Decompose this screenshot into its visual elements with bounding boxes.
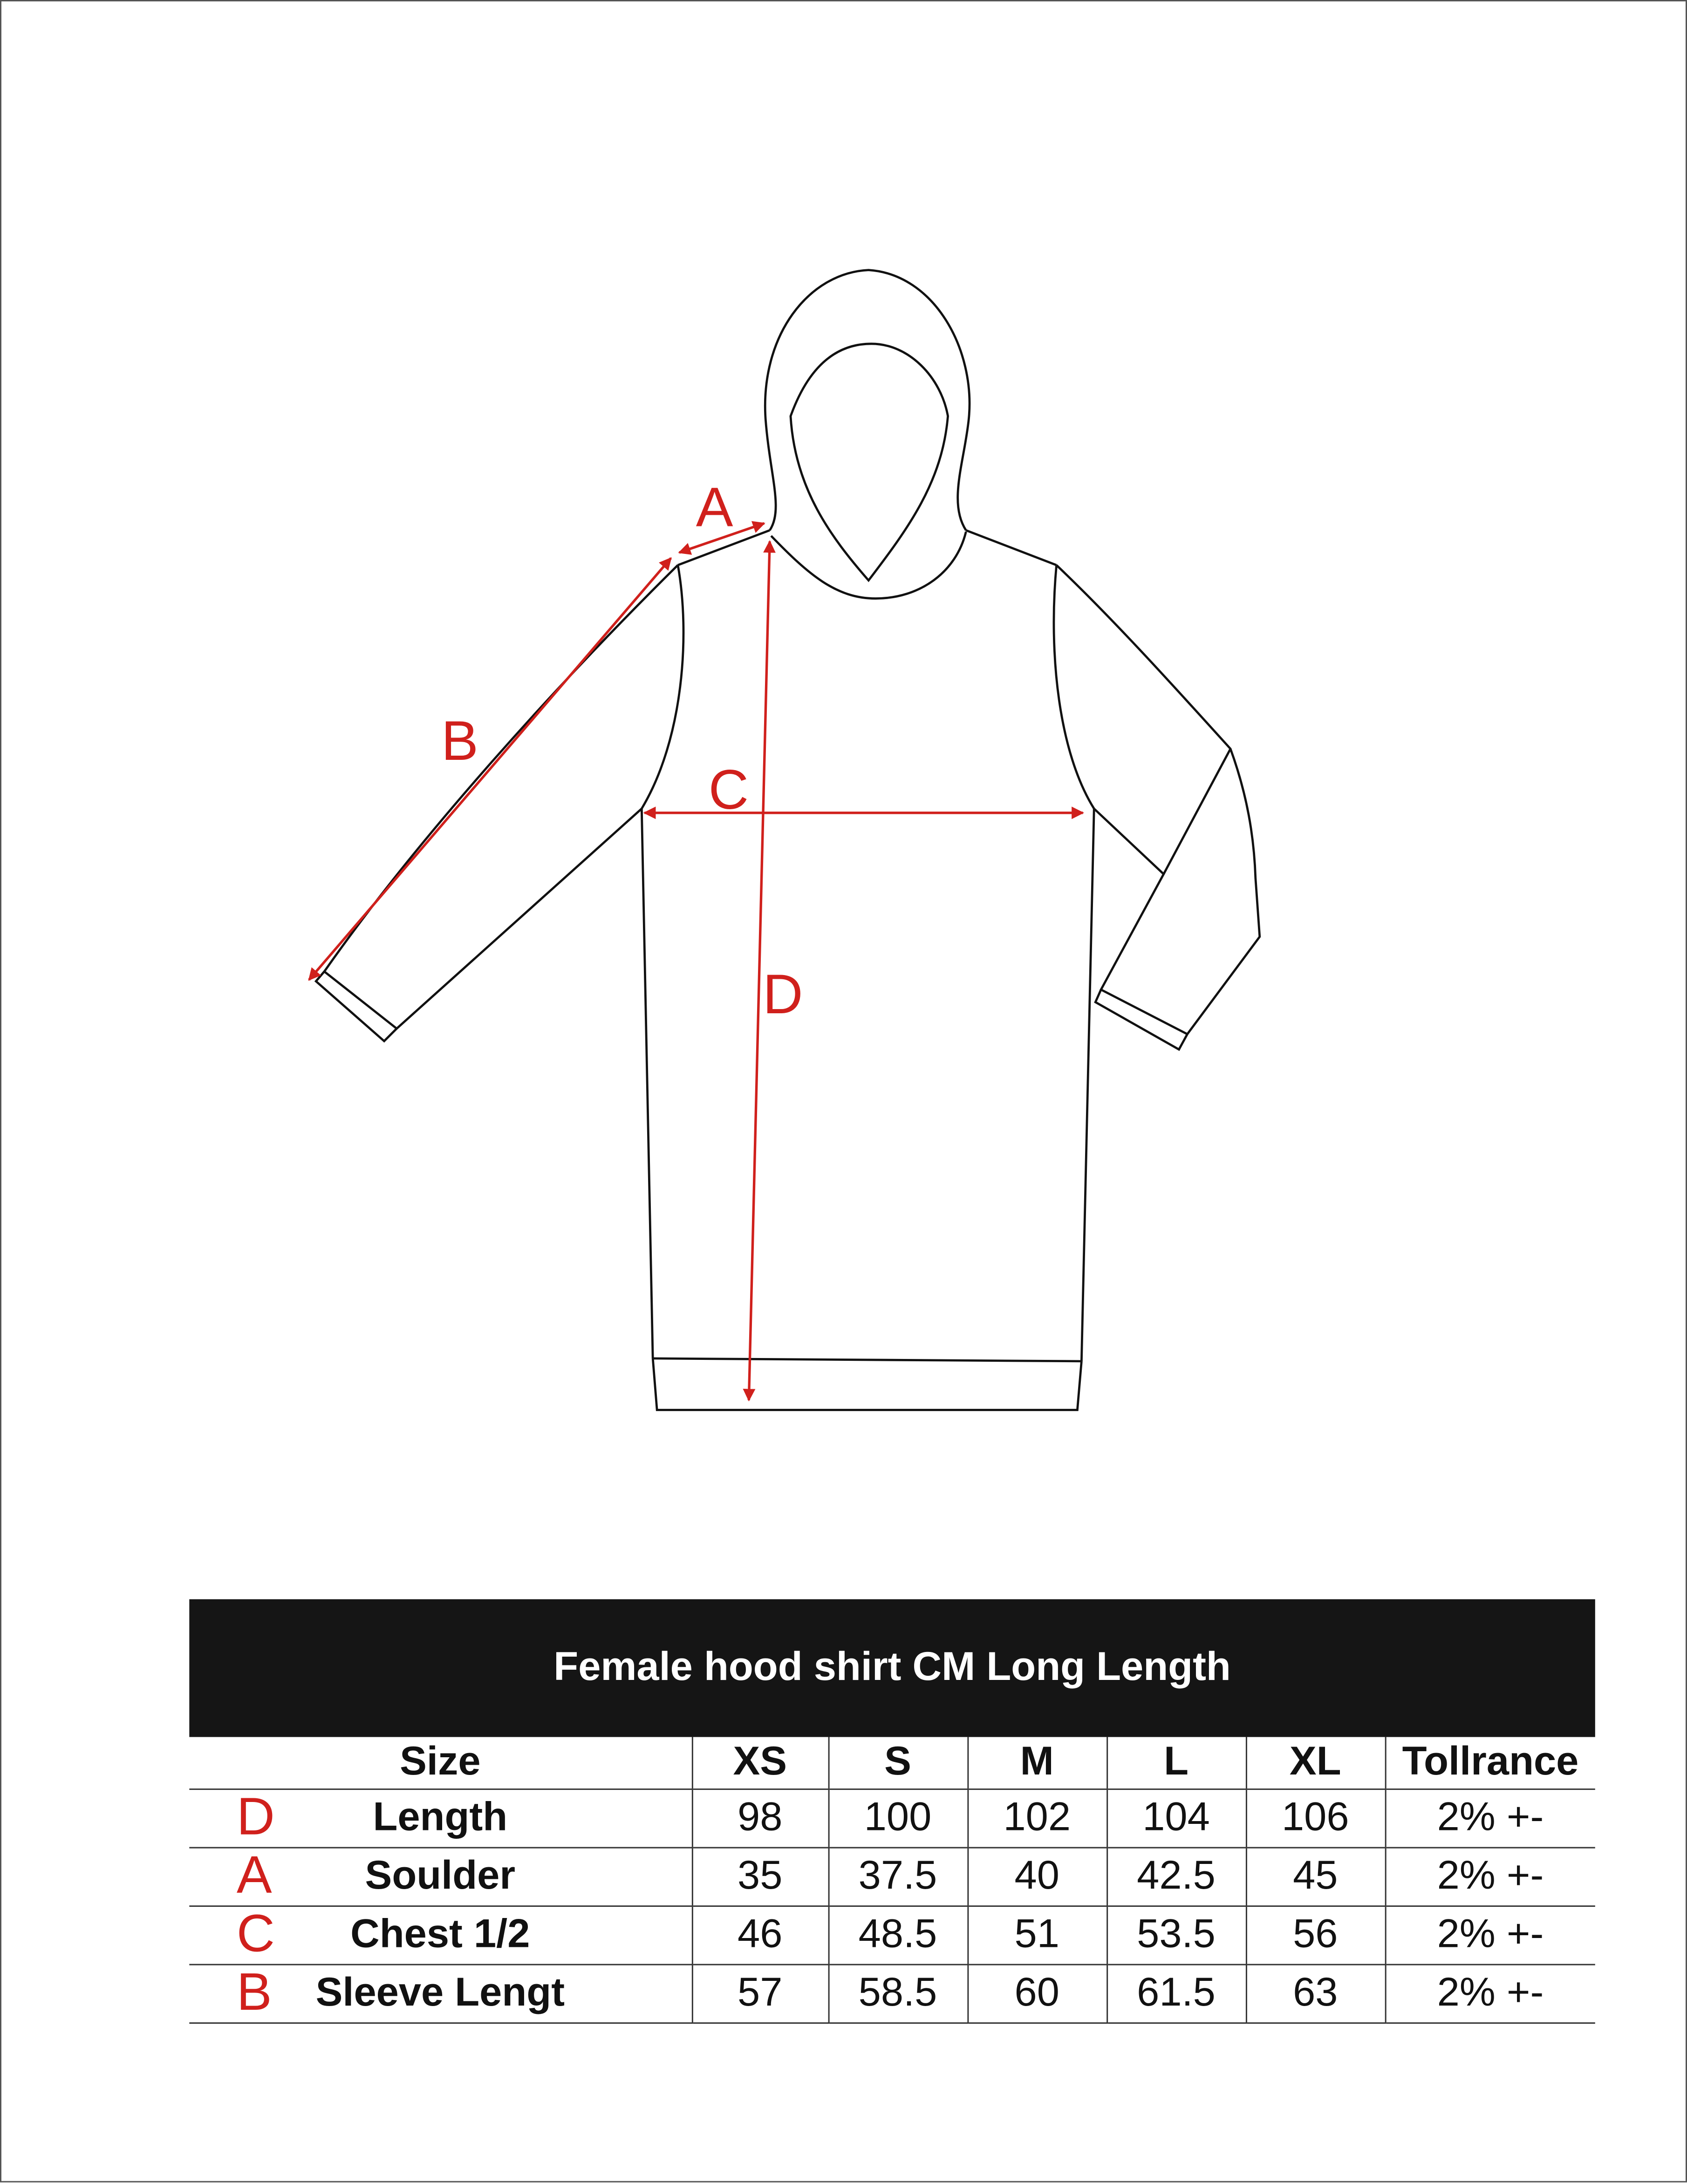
cell: 57	[691, 1965, 828, 2024]
hoodie-outline	[314, 269, 1261, 1411]
row-letter: C	[236, 1905, 275, 1964]
row-name: Soulder	[365, 1854, 516, 1899]
right-sleeve-fold	[1162, 748, 1232, 875]
label-a: A	[696, 476, 733, 538]
table-header-row: Size XS S M L XL Tollrance	[189, 1737, 1595, 1790]
cell: 45	[1245, 1848, 1385, 1907]
cell: 61.5	[1106, 1965, 1246, 2024]
left-sleeve	[322, 564, 679, 1030]
cell: 40	[966, 1848, 1107, 1907]
neckline	[770, 531, 967, 600]
right-sleeve	[1055, 564, 1261, 1036]
body-right	[1080, 808, 1095, 1361]
cell: 100	[827, 1789, 968, 1849]
label-d: D	[763, 963, 803, 1025]
hood-outer	[764, 269, 971, 531]
header-l: L	[1106, 1737, 1246, 1790]
cell-tolerance: 2% +-	[1384, 1965, 1595, 2024]
hem-line	[653, 1357, 1082, 1363]
right-shoulder	[965, 529, 1057, 566]
row-letter: B	[236, 1964, 272, 2023]
header-s: S	[827, 1737, 968, 1790]
cell: 63	[1245, 1965, 1385, 2024]
header-m: M	[966, 1737, 1107, 1790]
cell: 51	[966, 1906, 1107, 1966]
table-title: Female hood shirt CM Long Length	[189, 1599, 1595, 1737]
cell: 102	[966, 1789, 1107, 1849]
cell: 37.5	[827, 1848, 968, 1907]
body-left	[640, 808, 654, 1358]
row-name: Chest 1/2	[350, 1912, 530, 1957]
cell: 56	[1245, 1906, 1385, 1966]
row-name: Sleeve Lengt	[315, 1971, 565, 2016]
row-letter: D	[236, 1788, 275, 1847]
left-armhole	[641, 565, 685, 810]
right-cuff	[1094, 989, 1188, 1051]
cell-tolerance: 2% +-	[1384, 1906, 1595, 1966]
cell: 98	[691, 1789, 828, 1849]
cell: 46	[691, 1906, 828, 1966]
left-cuff	[314, 970, 398, 1043]
cell-tolerance: 2% +-	[1384, 1848, 1595, 1907]
row-letter: A	[236, 1847, 272, 1906]
arrow-a	[678, 521, 765, 555]
table-row: D Length 98 100 102 104 106 2% +-	[189, 1788, 1595, 1849]
cell: 60	[966, 1965, 1107, 2024]
right-armhole	[1052, 565, 1095, 810]
arrow-d	[743, 540, 776, 1402]
table-row: A Soulder 35 37.5 40 42.5 45 2% +-	[189, 1847, 1595, 1907]
label-b: B	[441, 710, 478, 772]
cell: 48.5	[827, 1906, 968, 1966]
size-table: Size XS S M L XL Tollrance D Length 98 10…	[189, 1737, 1595, 2024]
header-tolerance: Tollrance	[1384, 1737, 1595, 1790]
table-row: C Chest 1/2 46 48.5 51 53.5 56 2% +-	[189, 1905, 1595, 1966]
cell: 35	[691, 1848, 828, 1907]
face-opening	[789, 342, 949, 582]
cell: 42.5	[1106, 1848, 1246, 1907]
header-xs: XS	[691, 1737, 828, 1790]
label-c: C	[709, 759, 749, 821]
measure-arrows	[308, 521, 1085, 1402]
cell: 106	[1245, 1789, 1385, 1849]
table-row: B Sleeve Lengt 57 58.5 60 61.5 63 2% +-	[189, 1964, 1595, 2024]
cell: 58.5	[827, 1965, 968, 2024]
cell-tolerance: 2% +-	[1384, 1789, 1595, 1849]
cell: 53.5	[1106, 1906, 1246, 1966]
row-name: Length	[373, 1795, 508, 1840]
header-xl: XL	[1245, 1737, 1385, 1790]
header-size: Size	[189, 1737, 692, 1790]
arrow-b	[308, 557, 672, 981]
cell: 104	[1106, 1789, 1246, 1849]
hem-band	[651, 1358, 1083, 1411]
